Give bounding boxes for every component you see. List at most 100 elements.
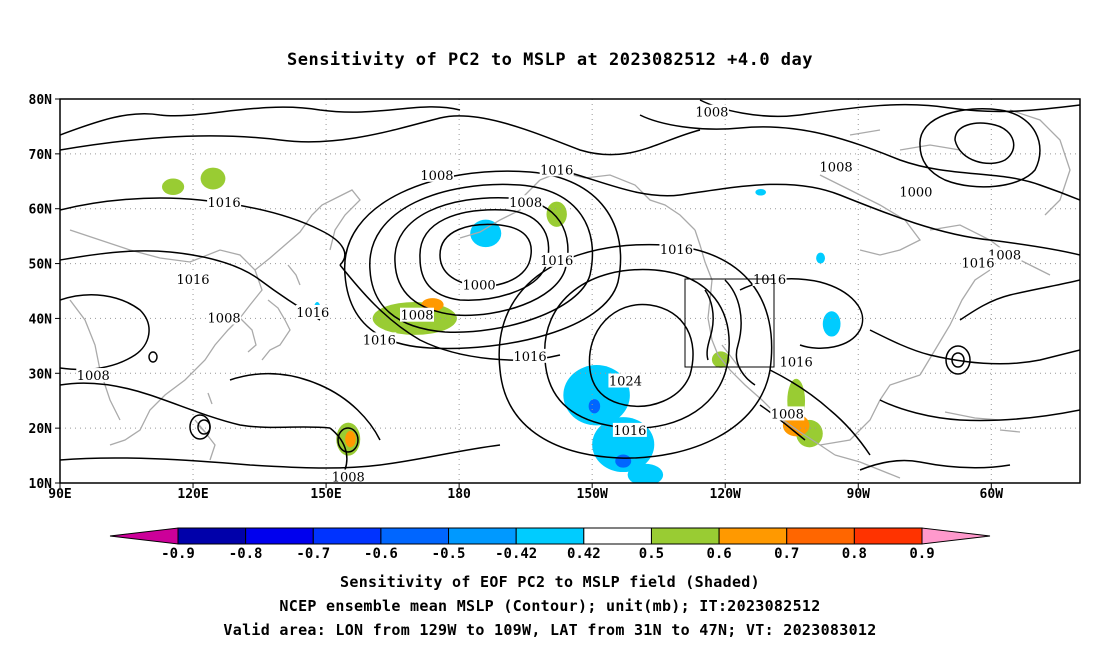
mslp-contour: [544, 268, 730, 429]
coastline: [819, 174, 921, 256]
caption-line-2: NCEP ensemble mean MSLP (Contour); unit(…: [279, 597, 821, 615]
mslp-contour: [369, 183, 594, 333]
contour-label: 1000: [899, 185, 932, 200]
colorbar-label: 0.9: [909, 546, 934, 562]
caption-line-3: Valid area: LON from 129W to 109W, LAT f…: [223, 621, 877, 639]
mslp-contour: [60, 444, 501, 469]
contour-label-bg: [362, 332, 397, 347]
coastline: [899, 144, 961, 151]
lat-label: 60N: [29, 203, 53, 218]
contour-label: 1000: [463, 279, 496, 294]
mslp-contour: [879, 399, 1080, 422]
shaded-area: [755, 188, 767, 196]
mslp-contour: [951, 352, 965, 368]
contour-label: 1016: [208, 196, 241, 211]
contour-label: 1008: [208, 311, 241, 326]
colorbar-box: [245, 527, 314, 545]
shaded-area: [200, 167, 226, 190]
colorbar-label: 0.8: [842, 546, 867, 562]
contour-label: 1016: [514, 350, 547, 365]
shaded-area: [588, 399, 601, 414]
contour-label-bg: [176, 272, 211, 287]
contour-label-bg: [508, 195, 543, 210]
contour-label: 1016: [540, 254, 573, 269]
contour-label-bg: [779, 354, 814, 369]
mslp-contour: [60, 106, 461, 136]
mslp-contour: [197, 419, 211, 435]
mslp-contour: [699, 99, 1080, 118]
contour-label-bg: [819, 159, 854, 174]
mslp-contour: [344, 170, 622, 350]
contour-label: 1016: [363, 333, 396, 348]
contour-label-bg: [987, 247, 1022, 262]
lat-label: 20N: [29, 422, 53, 437]
coastline: [261, 299, 291, 361]
colorbar-box: [312, 527, 382, 545]
coastline: [69, 299, 121, 421]
mslp-contour: [869, 329, 1080, 365]
contour-label-bg: [898, 184, 933, 199]
contour-label-bg: [961, 255, 995, 270]
contour-label: 1008: [988, 248, 1021, 263]
mslp-contour: [704, 289, 714, 361]
mslp-contour: [60, 294, 150, 371]
colorbar-label: 0.42: [567, 546, 601, 562]
contour-label: 1008: [695, 106, 728, 121]
contour-label-bg: [513, 348, 548, 363]
coastline: [999, 429, 1021, 433]
coastline: [919, 269, 991, 376]
contour-label: 1016: [660, 243, 693, 258]
contour-label: 1016: [296, 306, 329, 321]
contour-label: 1008: [820, 161, 853, 176]
coastline: [694, 229, 836, 456]
caption-line-1: Sensitivity of EOF PC2 to MSLP field (Sh…: [340, 573, 760, 591]
mslp-contour: [588, 303, 694, 407]
lat-label: 70N: [29, 148, 53, 163]
lat-label: 80N: [29, 93, 53, 108]
lat-label: 40N: [29, 312, 53, 327]
mslp-contour: [945, 345, 971, 375]
colorbar-box: [380, 527, 450, 545]
mslp-contour: [229, 372, 381, 441]
colorbar: -0.9 -0.8 -0.7 -0.6 -0.5 -0.42 0.42 0.5 0.6 0.7 0.…: [109, 527, 991, 562]
contour-label-bg: [539, 162, 574, 177]
coastline: [239, 317, 257, 353]
mslp-contour: [337, 427, 359, 453]
coastline: [207, 392, 213, 405]
map-frame: [59, 98, 1081, 484]
lat-lon-gridlines: [60, 99, 1080, 483]
contour-label: 1016: [613, 424, 646, 439]
lat-label: 50N: [29, 258, 53, 273]
contour-label-layer: 1008 1016 1008 1008 1000 1016 1008 1016 1016 1008…: [76, 104, 1022, 486]
map-title: Sensitivity of PC2 to MSLP at 2023082512…: [286, 50, 813, 70]
coastline: [1009, 109, 1071, 216]
contour-label: 1016: [540, 163, 573, 178]
coastline: [69, 229, 263, 446]
contour-label-bg: [770, 406, 805, 421]
shaded-area: [162, 178, 185, 195]
coastline: [287, 264, 301, 286]
shaded-area: [345, 430, 356, 448]
colorbar-box: [583, 527, 652, 545]
colorbar-box: [515, 527, 585, 545]
contour-label-bg: [295, 304, 330, 319]
contour-label: 1008: [400, 309, 433, 324]
mslp-contour: [639, 114, 1080, 201]
mslp-contour: [959, 279, 1080, 321]
mslp-contour: [759, 404, 806, 441]
colorbar-labels: -0.9 -0.8 -0.7 -0.6 -0.5 -0.42 0.42 0.5 0.6 0.7 0.…: [161, 546, 935, 562]
colorbar-label: -0.42: [495, 546, 537, 562]
lat-label: 30N: [29, 367, 53, 382]
contour-label-bg: [694, 104, 729, 119]
contour-label-bg: [419, 167, 454, 182]
shaded-area: [816, 252, 826, 264]
colorbar-box: [650, 527, 720, 545]
colorbar-label: -0.6: [364, 546, 398, 562]
contour-label-bg: [659, 241, 694, 256]
mslp-contour: [724, 279, 756, 386]
mslp-contour: [559, 169, 1080, 256]
contour-label-bg: [462, 277, 497, 292]
shaded-area: [470, 219, 502, 248]
valid-area-box: [684, 278, 775, 368]
mslp-contour: [60, 382, 331, 429]
